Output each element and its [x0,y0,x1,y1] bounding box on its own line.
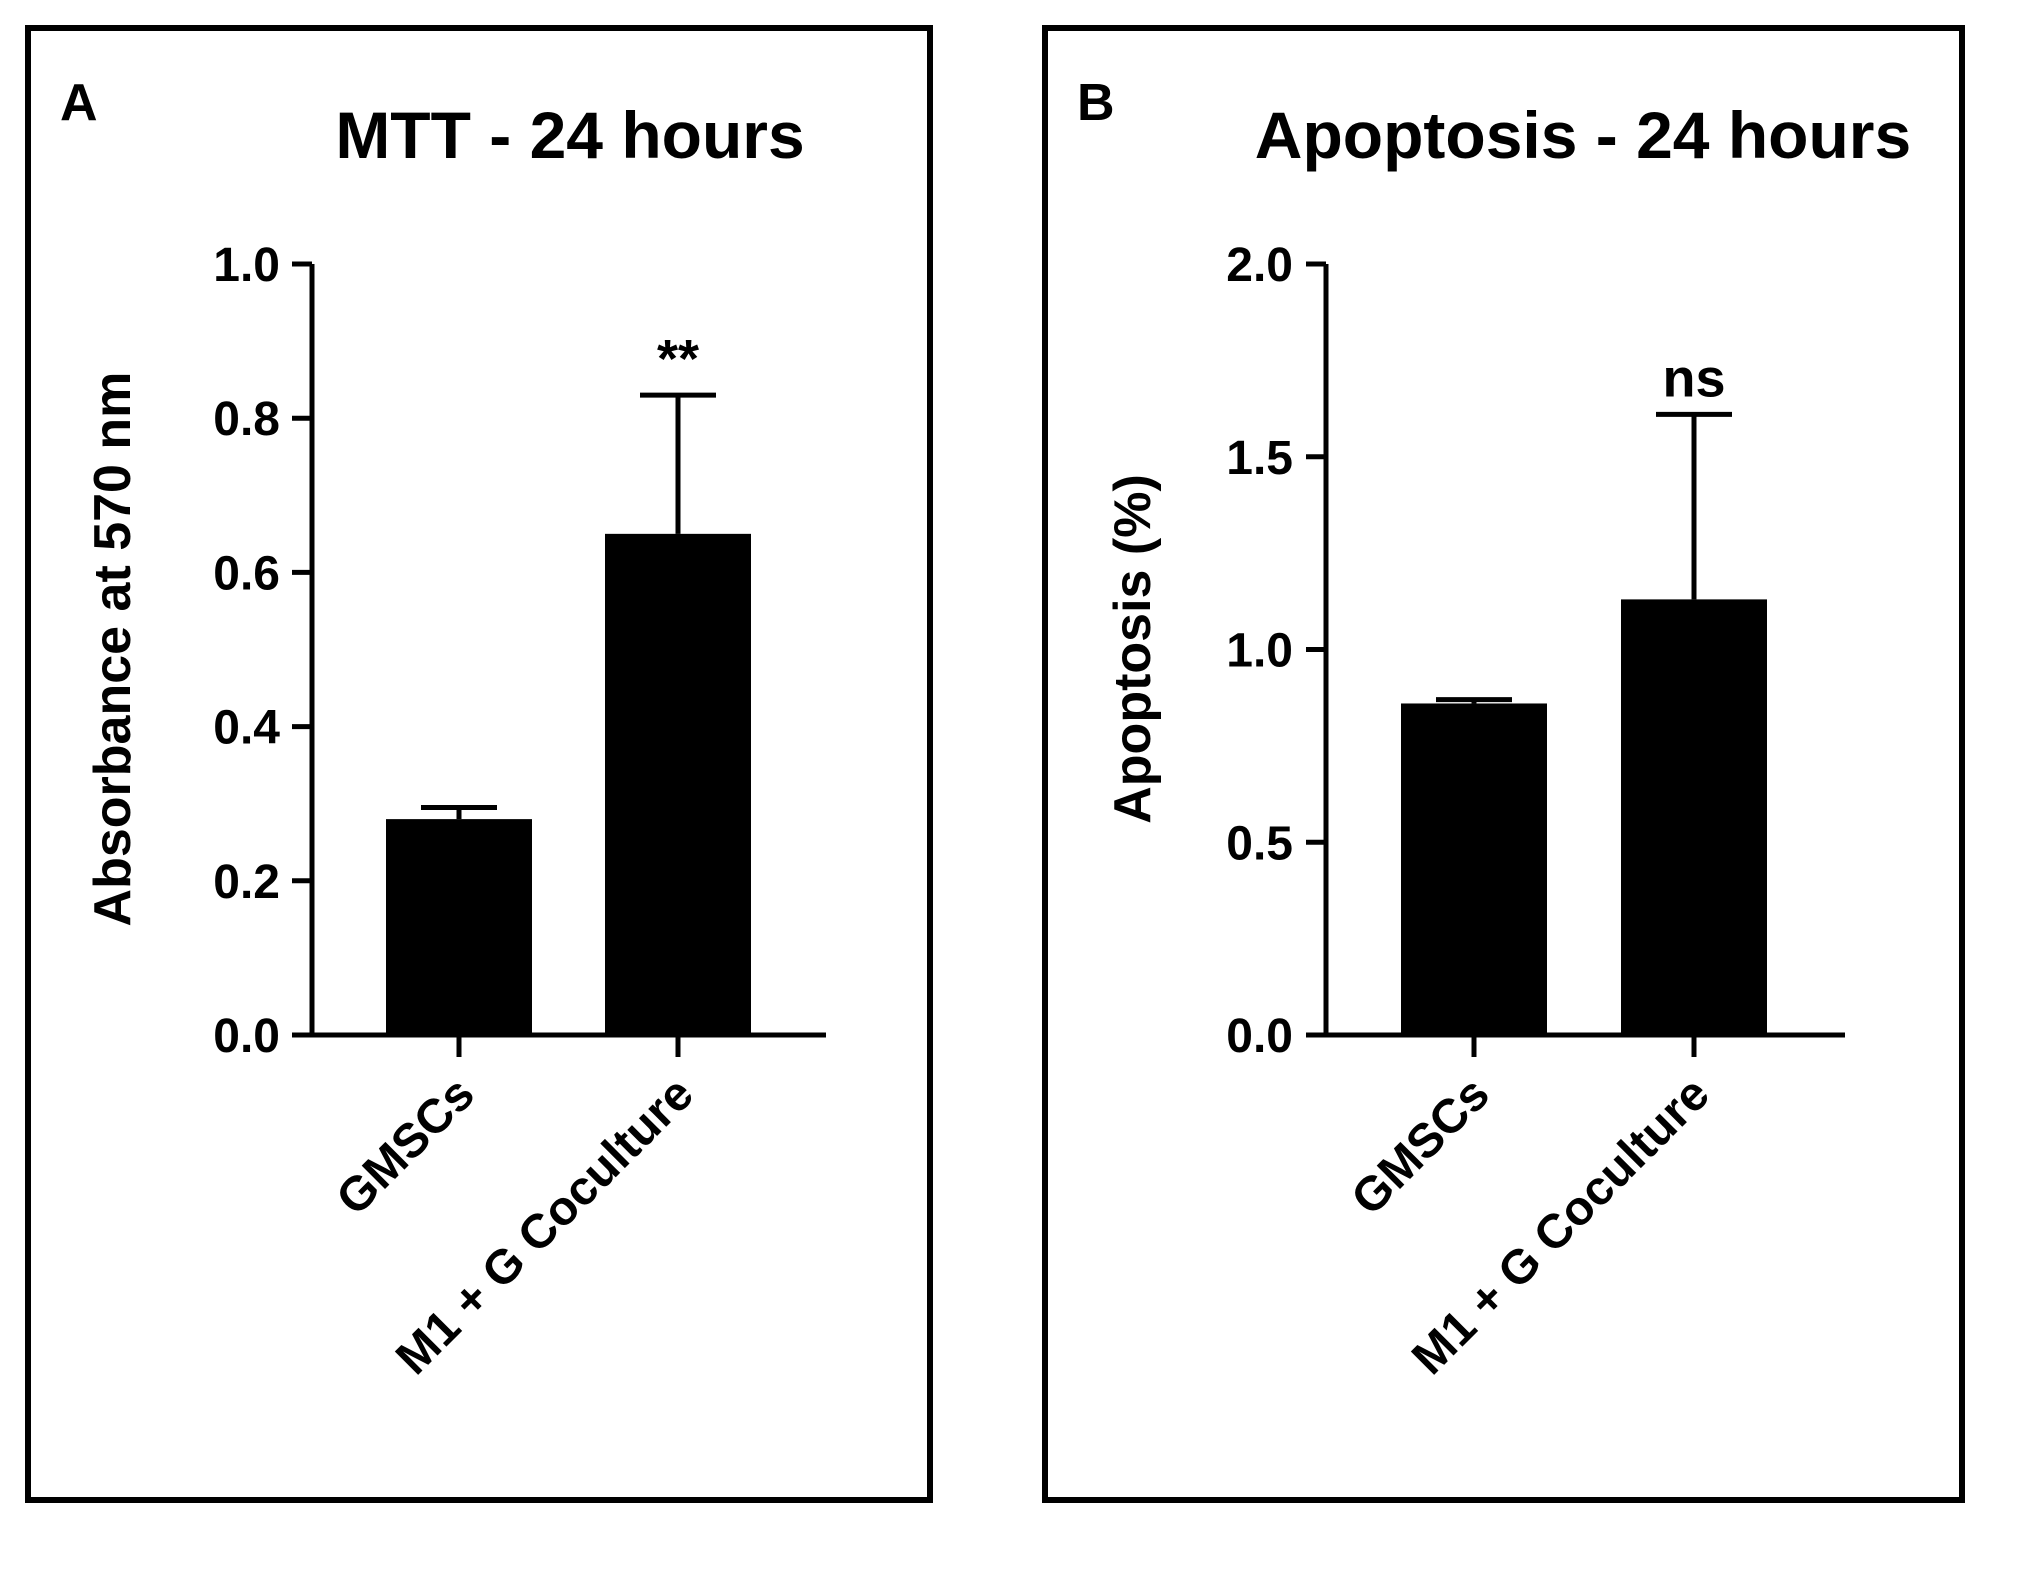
bar [386,819,532,1035]
significance-marker: ** [657,329,699,389]
y-tick-label: 0.2 [213,856,280,909]
y-axis-label: Apoptosis (%) [1104,474,1162,824]
panel-b: B Apoptosis - 24 hours Apoptosis (%) 0.0 0.5… [1042,25,1965,1503]
y-tick-label: 1.0 [213,239,280,292]
y-tick-label: 1.0 [1226,625,1293,678]
chart-title: Apoptosis - 24 hours [1255,98,1911,172]
panel-label: A [60,74,98,132]
y-tick-label: 0.0 [213,1010,280,1063]
x-tick-label: GMSCs [1342,1067,1500,1225]
chart-title: MTT - 24 hours [335,98,804,172]
panel-label: B [1077,74,1115,132]
y-tick-label: 0.8 [213,393,280,446]
y-axis-label: Absorbance at 570 nm [84,372,142,927]
significance-marker: ns [1662,348,1725,408]
y-tick-label: 0.0 [1226,1010,1293,1063]
y-tick-label: 0.6 [213,547,280,600]
panel-a: A MTT - 24 hours Absorbance at 570 nm 0.0 0.… [25,25,933,1503]
y-tick-label: 2.0 [1226,239,1293,292]
bar [605,533,751,1035]
x-tick-label: GMSCs [327,1067,485,1225]
y-tick-label: 1.5 [1226,432,1293,485]
y-tick-label: 0.5 [1226,817,1293,870]
bar [1401,703,1547,1035]
panel-frame [1042,25,1965,1503]
panel-frame [25,25,933,1503]
y-tick-label: 0.4 [213,702,280,755]
bar [1621,599,1767,1035]
